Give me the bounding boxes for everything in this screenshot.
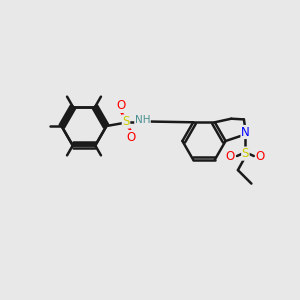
Text: N: N: [241, 125, 250, 139]
Text: O: O: [127, 130, 136, 144]
Text: S: S: [122, 115, 130, 128]
Text: O: O: [116, 99, 125, 112]
Text: O: O: [226, 149, 235, 163]
Text: S: S: [242, 147, 249, 160]
Text: NH: NH: [135, 115, 150, 125]
Text: O: O: [256, 149, 265, 163]
